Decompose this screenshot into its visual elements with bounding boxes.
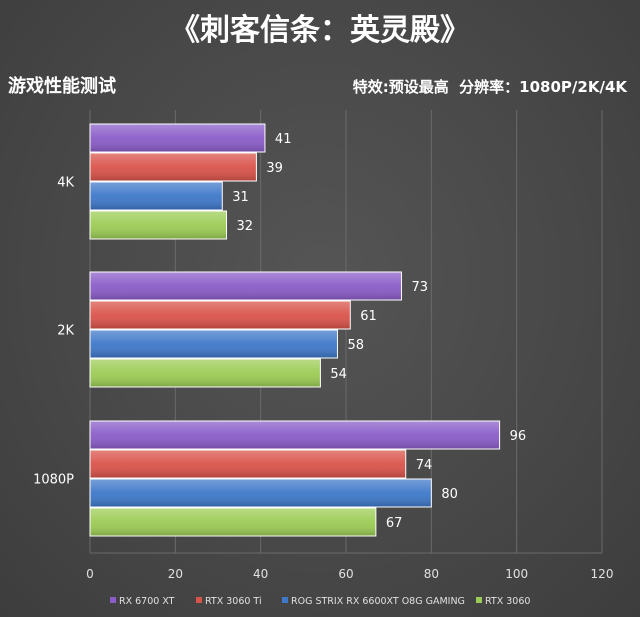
data-label: 54	[330, 367, 347, 382]
bar-shade	[90, 182, 222, 210]
data-label: 80	[441, 487, 458, 502]
data-label: 67	[386, 516, 403, 531]
category-label: 2K	[57, 324, 74, 339]
bar-shade	[90, 301, 350, 329]
x-tick-label: 80	[424, 567, 439, 581]
legend-label: ROG STRIX RX 6600XT O8G GAMING	[291, 596, 465, 607]
bar-shade	[90, 153, 256, 181]
x-tick-label: 20	[168, 567, 183, 581]
bar-shade	[90, 211, 227, 239]
bar-shade	[90, 479, 431, 507]
category-label: 1080P	[33, 473, 74, 488]
legend: RX 6700 XT RTX 3060 Ti ROG STRIX RX 6600XT…	[110, 596, 530, 607]
data-label: 41	[275, 132, 292, 147]
bar-shade	[90, 124, 265, 152]
x-tick-label: 120	[591, 567, 614, 581]
data-label: 32	[237, 219, 254, 234]
data-label: 39	[266, 161, 283, 176]
data-label: 31	[232, 190, 249, 205]
legend-label: RTX 3060 Ti	[205, 596, 262, 607]
x-axis-ticks: 0 20 40 60 80 100 120	[86, 567, 613, 581]
bar-shade	[90, 450, 406, 478]
chart-subtitle-right: 特效:预设最高 分辨率：1080P/2K/4K	[353, 78, 629, 96]
chart-title: 《刺客信条：英灵殿》	[170, 13, 470, 48]
bar-shade	[90, 508, 376, 536]
data-label: 96	[510, 429, 527, 444]
x-tick-label: 100	[505, 567, 528, 581]
bar-shade	[90, 421, 500, 449]
data-label: 73	[411, 280, 428, 295]
legend-swatch	[476, 597, 482, 603]
legend-swatch	[196, 597, 202, 603]
category-labels: 4K 2K 1080P	[33, 176, 74, 488]
x-tick-label: 40	[253, 567, 268, 581]
data-label: 61	[360, 309, 377, 324]
chart-subtitle-left: 游戏性能测试	[8, 75, 116, 97]
data-label: 58	[347, 338, 364, 353]
data-label: 74	[416, 458, 433, 473]
bar-shade	[90, 272, 401, 300]
x-tick-label: 60	[338, 567, 353, 581]
legend-label: RX 6700 XT	[119, 596, 175, 607]
legend-swatch	[110, 597, 116, 603]
legend-swatch	[282, 597, 288, 603]
x-tick-label: 0	[86, 567, 94, 581]
bar-shade	[90, 330, 337, 358]
legend-label: RTX 3060	[485, 596, 530, 607]
category-label: 4K	[57, 176, 74, 191]
bar-shade	[90, 359, 320, 387]
